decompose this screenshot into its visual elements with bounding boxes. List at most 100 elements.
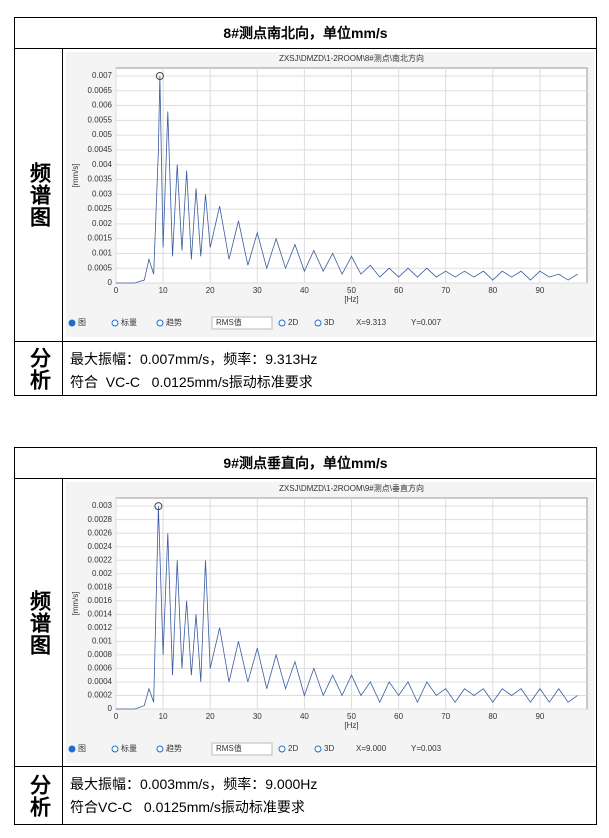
analysis: 最大振幅：0.003mm/s，频率：9.000Hz 符合VC-C 0.0125mm… — [63, 767, 596, 824]
x-tick-label: 90 — [535, 286, 544, 295]
spectrum-line — [116, 506, 578, 710]
y-tick-label: 0 — [108, 278, 113, 287]
y-axis-label: [mm/s] — [71, 592, 80, 616]
y-tick-label: 0.001 — [92, 249, 113, 258]
y-tick-label: 0.004 — [92, 160, 113, 169]
label: 频谱图 — [15, 49, 63, 341]
label: 分析 — [15, 767, 63, 824]
radio — [314, 319, 322, 327]
section: 9#测点垂直向，单位mm/s 频谱图 ZXSJ\DMZD\1-2ROOM\9#测… — [14, 447, 597, 825]
x-tick-label: 70 — [441, 286, 450, 295]
chart-cell: ZXSJ\DMZD\1-2ROOM\9#测点\垂直方向 0 0.0002 0.0004… — [63, 479, 596, 766]
y-axis-label: [mm/s] — [71, 164, 80, 188]
y-tick-label: 0.0016 — [88, 596, 113, 605]
y-tick-label: 0.0014 — [88, 609, 113, 618]
x-tick-label: 40 — [300, 286, 309, 295]
radio — [156, 319, 164, 327]
dropdown — [211, 742, 273, 756]
y-tick-label: 0.002 — [92, 569, 113, 578]
y-tick-label: 0.0006 — [88, 664, 113, 673]
y-tick-label: 0.002 — [92, 219, 113, 228]
y-tick-label: 0.003 — [92, 189, 113, 198]
y-tick-label: 0.0008 — [88, 650, 113, 659]
y-tick-label: 0.005 — [92, 130, 113, 139]
y-tick-label: 0.003 — [92, 501, 113, 510]
control-label: RMS值 — [216, 317, 242, 327]
header: 9#测点垂直向，单位mm/s — [15, 448, 596, 479]
analysis: 最大振幅：0.007mm/s，频率：9.313Hz 符合 VC-C 0.0125m… — [63, 342, 596, 395]
y-tick-label: 0.0002 — [88, 691, 113, 700]
x-tick-label: 60 — [394, 712, 403, 721]
control-label: 标量 — [121, 317, 137, 327]
y-tick-label: 0.0024 — [88, 542, 113, 551]
x-tick-label: 10 — [159, 286, 168, 295]
x-tick-label: 80 — [488, 286, 497, 295]
radio — [68, 745, 76, 753]
text: 符合 VC-C 0.0125mm/s振动标准要求 — [70, 374, 313, 390]
y-tick-label: 0.006 — [92, 101, 113, 110]
y-tick-label: 0.0026 — [88, 528, 113, 537]
x-axis-label: [Hz] — [344, 295, 358, 304]
x-tick-label: 20 — [206, 286, 215, 295]
y-tick-label: 0 — [108, 704, 113, 713]
control-label: RMS值 — [216, 743, 242, 753]
radio — [278, 319, 286, 327]
control-label: 3D — [324, 318, 334, 327]
control-label: 图 — [78, 318, 86, 327]
x-tick-label: 50 — [347, 712, 356, 721]
y-tick-label: 0.0004 — [88, 677, 113, 686]
radio — [314, 745, 322, 753]
radio — [111, 745, 119, 753]
chart-title: ZXSJ\DMZD\1-2ROOM\8#测点\南北方向 — [279, 53, 424, 63]
text: 最大振幅：0.003mm/s，频率：9.000Hz — [70, 776, 318, 792]
y-tick-label: 0.0045 — [88, 145, 113, 154]
radio — [278, 745, 286, 753]
x-tick-label: 30 — [253, 286, 262, 295]
y-tick-label: 0.0012 — [88, 623, 113, 632]
control-label: 3D — [324, 744, 334, 753]
control-label: X=9.000 — [356, 744, 387, 753]
x-tick-label: 0 — [114, 286, 119, 295]
control-label: 标量 — [121, 743, 137, 753]
y-tick-label: 0.0065 — [88, 86, 113, 95]
chart-cell: ZXSJ\DMZD\1-2ROOM\8#测点\南北方向 0 0.0005 0.001 0… — [63, 49, 596, 341]
header: 8#测点南北向，单位mm/s — [15, 18, 596, 49]
control-label: 图 — [78, 744, 86, 753]
y-tick-label: 0.0055 — [88, 115, 113, 124]
y-tick-label: 0.007 — [92, 71, 113, 80]
control-label: X=9.313 — [356, 318, 387, 327]
control-label: Y=0.007 — [411, 318, 442, 327]
text: 最大振幅：0.007mm/s，频率：9.313Hz — [70, 351, 318, 367]
x-tick-label: 40 — [300, 712, 309, 721]
y-tick-label: 0.0015 — [88, 234, 113, 243]
chart-title: ZXSJ\DMZD\1-2ROOM\9#测点\垂直方向 — [279, 483, 424, 493]
control-label: 2D — [288, 744, 298, 753]
text: 符合VC-C 0.0125mm/s振动标准要求 — [70, 799, 305, 815]
y-tick-label: 0.0018 — [88, 582, 113, 591]
label: 频谱图 — [15, 479, 63, 766]
x-tick-label: 30 — [253, 712, 262, 721]
section: 8#测点南北向，单位mm/s 频谱图 ZXSJ\DMZD\1-2ROOM\8#测… — [14, 17, 597, 396]
label: 分析 — [15, 342, 63, 395]
x-tick-label: 10 — [159, 712, 168, 721]
x-tick-label: 60 — [394, 286, 403, 295]
radio — [111, 319, 119, 327]
cursor-marker — [155, 71, 164, 80]
y-tick-label: 0.0022 — [88, 555, 113, 564]
radio — [156, 745, 164, 753]
analysis-row: 分析 最大振幅：0.007mm/s，频率：9.313Hz 符合 VC-C 0.01… — [15, 342, 596, 395]
control-label: 趋势 — [166, 317, 182, 327]
y-tick-label: 0.0005 — [88, 263, 113, 272]
chart: ZXSJ\DMZD\1-2ROOM\9#测点\垂直方向 0 0.0002 0.0004… — [66, 482, 594, 763]
y-tick-label: 0.0035 — [88, 175, 113, 184]
y-tick-label: 0.001 — [92, 636, 113, 645]
x-tick-label: 50 — [347, 286, 356, 295]
x-tick-label: 80 — [488, 712, 497, 721]
y-tick-label: 0.0028 — [88, 515, 113, 524]
control-label: Y=0.003 — [411, 744, 442, 753]
cursor-marker — [154, 502, 163, 511]
spectrum-line — [116, 75, 578, 284]
radio — [68, 319, 76, 327]
chart-row: 频谱图 ZXSJ\DMZD\1-2ROOM\8#测点\南北方向 0 0.0005 0.… — [15, 49, 596, 342]
